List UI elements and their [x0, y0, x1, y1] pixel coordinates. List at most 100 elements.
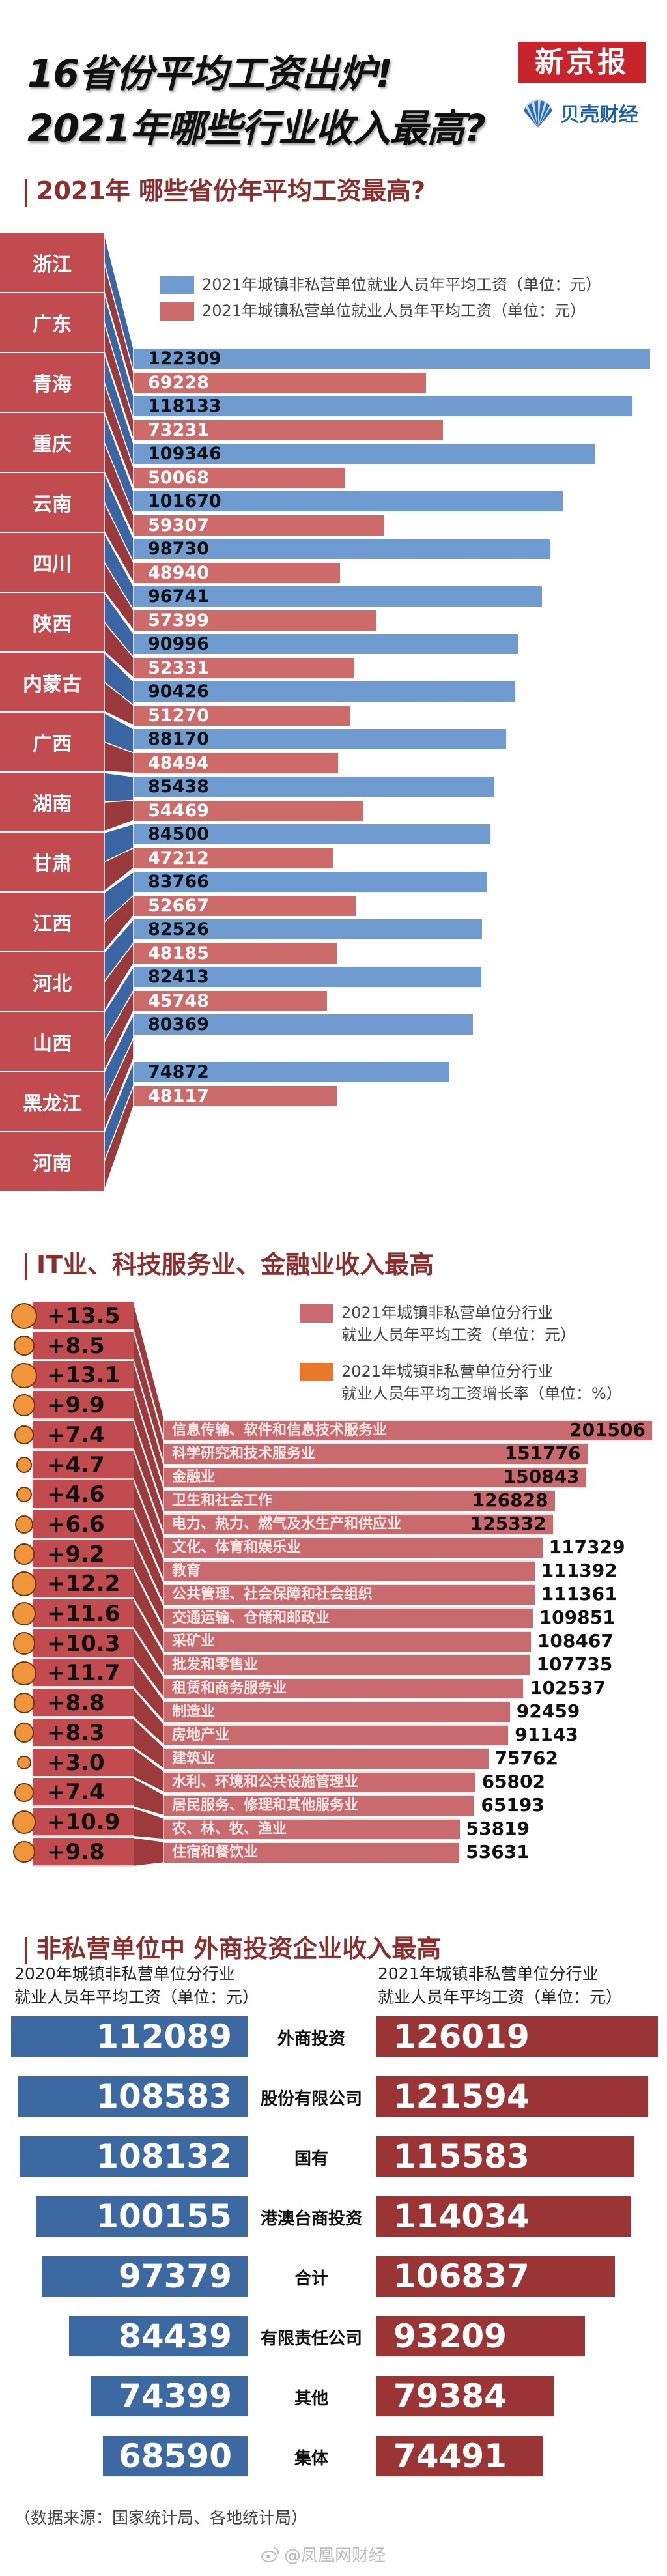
- industry-bar: 卫生和社会工作: [164, 1490, 555, 1511]
- section2-heading-text: IT业、科技服务业、金融业收入最高: [36, 1250, 434, 1279]
- province-label: 山西: [0, 1012, 104, 1071]
- growth-row: +10.9: [33, 1807, 134, 1837]
- connector-red: [104, 799, 134, 833]
- bar-private: 45748: [134, 990, 327, 1011]
- connector-red: [104, 741, 134, 774]
- bar-nonprivate: 74872: [134, 1062, 450, 1082]
- industry-bar: 居民服务、修理和其他服务业: [164, 1795, 475, 1816]
- growth-row: +11.7: [33, 1659, 134, 1688]
- column-header-line: 就业人员年平均工资（单位：元）: [14, 1988, 259, 2007]
- bar-2020: 100155: [36, 2196, 248, 2237]
- industry-label: 水利、环境和公共设施管理业: [172, 1774, 359, 1790]
- legend-label: 2021年城镇私营单位就业人员年平均工资（单位：元）: [202, 302, 586, 320]
- bar-2021: 115583: [376, 2136, 635, 2177]
- bar-private: 57399: [134, 610, 376, 631]
- section3-heading: 非私营单位中 外商投资企业收入最高: [25, 1928, 441, 1964]
- legend-label: 2021年城镇非私营单位分行业: [341, 1362, 554, 1381]
- industry-connector: [133, 1361, 165, 1488]
- industry-connector: [133, 1420, 165, 1535]
- province-label: 甘肃: [0, 833, 104, 891]
- industry-value: 92459: [516, 1700, 580, 1722]
- bar-nonprivate: 84500: [134, 824, 490, 844]
- beike-caijing-logo: 贝壳财经: [521, 96, 638, 129]
- bar-private: 50068: [134, 467, 345, 488]
- industry-connector: [133, 1807, 165, 1840]
- column-header-2020: 2020年城镇非私营单位分行业 就业人员年平均工资（单位：元）: [14, 1962, 259, 2009]
- industry-connector: [133, 1687, 165, 1747]
- industry-connector: [133, 1569, 165, 1653]
- province-label: 青海: [0, 353, 104, 412]
- bar-nonprivate: 82413: [134, 967, 482, 987]
- industry-value: 111392: [541, 1560, 617, 1581]
- industry-connector: [133, 1837, 165, 1867]
- shell-icon: [524, 99, 552, 128]
- bar-nonprivate: 122309: [134, 349, 650, 369]
- connector-red: [104, 681, 134, 726]
- industry-label: 居民服务、修理和其他服务业: [172, 1797, 359, 1814]
- growth-row: +11.6: [33, 1599, 134, 1628]
- growth-circle: [11, 1362, 37, 1389]
- section2-legend-wage: 2021年城镇非私营单位分行业 就业人员年平均工资（单位：元）: [300, 1302, 576, 1346]
- bar-2020: 74399: [90, 2376, 248, 2416]
- section3-heading-text: 非私营单位中 外商投资企业收入最高: [36, 1934, 442, 1963]
- industry-label: 教育: [172, 1563, 201, 1579]
- bar-2021: 126019: [376, 2016, 659, 2057]
- bar-nonprivate: 109346: [134, 444, 595, 464]
- industry-bar: 租赁和商务服务业: [164, 1678, 524, 1698]
- industry-connector: [133, 1301, 165, 1441]
- growth-row: +9.2: [33, 1539, 134, 1569]
- growth-row: +10.3: [33, 1629, 134, 1658]
- province-label: 黑龙江: [0, 1072, 104, 1131]
- section1-legend-private: 2021年城镇私营单位就业人员年平均工资（单位：元）: [160, 300, 586, 322]
- growth-row: +13.5: [33, 1302, 134, 1330]
- bar-private: 52667: [134, 895, 356, 916]
- heading-bar: [25, 179, 27, 207]
- industry-bar: 房地产业: [164, 1724, 509, 1745]
- industry-label: 交通运输、仓储和邮政业: [172, 1610, 330, 1626]
- industry-connector: [133, 1331, 165, 1465]
- industry-value: 53819: [466, 1818, 530, 1839]
- main-title-line1: 16省份平均工资出炉!: [27, 51, 393, 96]
- data-source: （数据来源：国家统计局、各地统计局）: [14, 2508, 308, 2527]
- growth-row: +13.1: [33, 1361, 134, 1390]
- industry-value: 109851: [539, 1607, 616, 1628]
- industry-bar: 文化、体育和娱乐业: [164, 1537, 543, 1558]
- industry-bar: 电力、热力、燃气及水生产和供应业: [164, 1513, 553, 1534]
- bar-nonprivate: 85438: [134, 777, 494, 797]
- legend-label: 2021年城镇非私营单位就业人员年平均工资（单位：元）: [202, 276, 602, 294]
- ownership-label: 国有: [294, 2149, 328, 2169]
- bar-private: 52331: [134, 657, 355, 678]
- growth-row: +8.8: [33, 1689, 134, 1718]
- bar-2020: 108132: [19, 2136, 248, 2177]
- industry-connector: [133, 1627, 165, 1700]
- bar-nonprivate: 101670: [134, 491, 563, 511]
- industry-label: 科学研究和技术服务业: [172, 1446, 316, 1462]
- industry-label: 金融业: [172, 1469, 216, 1485]
- section2-legend-growth: 2021年城镇非私营单位分行业 就业人员年平均工资增长率（单位：%）: [300, 1360, 622, 1405]
- connector-red: [104, 988, 134, 1072]
- bar-nonprivate: 90996: [134, 634, 518, 654]
- growth-circle: [14, 1336, 35, 1356]
- growth-row: +7.4: [33, 1778, 134, 1807]
- province-label: 广东: [0, 293, 104, 352]
- bar-private: 48117: [134, 1085, 337, 1106]
- bar-private: 48940: [134, 562, 341, 583]
- bar-2020: 108583: [18, 2076, 248, 2117]
- legend-swatch-red: [160, 302, 194, 321]
- bar-private: 47212: [134, 848, 334, 868]
- bar-nonprivate: 82526: [134, 919, 483, 939]
- bar-2021: 121594: [376, 2076, 649, 2117]
- industry-value: 75762: [494, 1747, 558, 1769]
- industry-connector: [133, 1597, 165, 1677]
- province-label: 广西: [0, 713, 104, 771]
- connector-red: [104, 560, 134, 632]
- bar-nonprivate: 83766: [134, 872, 488, 892]
- industry-connector: [133, 1450, 165, 1558]
- ownership-label: 有限责任公司: [260, 2329, 362, 2349]
- growth-row: +6.6: [33, 1510, 134, 1539]
- ownership-label: 合计: [294, 2269, 328, 2289]
- connector-blue: [104, 772, 134, 803]
- bar-nonprivate: 96741: [134, 586, 543, 607]
- bar-private: 54469: [134, 800, 364, 821]
